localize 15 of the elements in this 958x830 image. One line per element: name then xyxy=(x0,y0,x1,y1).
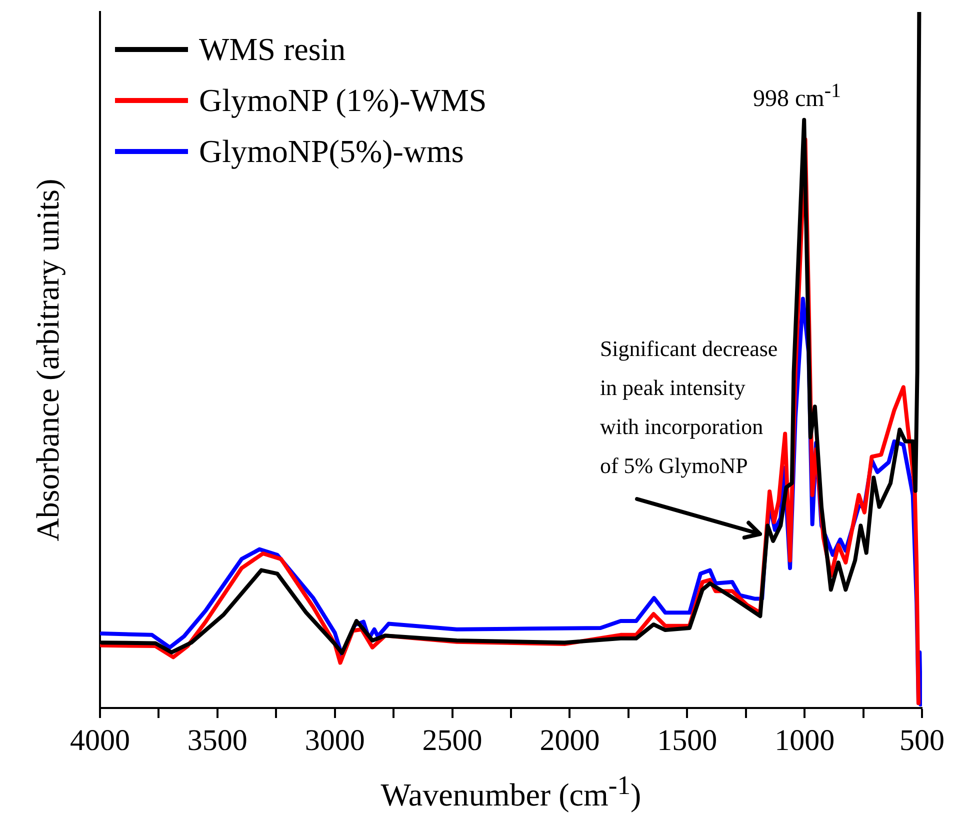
annotation: 998 cm$^{-1}$ xyxy=(753,78,842,112)
x-tick-label: 2000 xyxy=(540,724,600,757)
x-tick-label: 3500 xyxy=(187,724,248,757)
x-tick-label: 500 xyxy=(900,724,944,757)
x-tick-label: 1000 xyxy=(774,724,835,757)
y-axis-title: Absorbance (arbitrary units) xyxy=(30,178,66,542)
annotation: Significant decrease in peak intensity with incorporation of 5% GlymoNP xyxy=(600,335,778,480)
legend-label: GlymoNP(5%)-wms xyxy=(199,132,464,171)
x-tick-label: 2500 xyxy=(422,724,482,757)
legend-label: WMS resin xyxy=(199,30,346,69)
x-axis-title: Wavenumber (cm$^{-1}$) xyxy=(380,770,642,814)
x-tick-label: 4000 xyxy=(70,724,130,757)
legend-label: GlymoNP (1%)-WMS xyxy=(199,81,487,120)
x-tick-label: 1500 xyxy=(657,724,718,757)
x-tick-label: 3000 xyxy=(304,724,365,757)
